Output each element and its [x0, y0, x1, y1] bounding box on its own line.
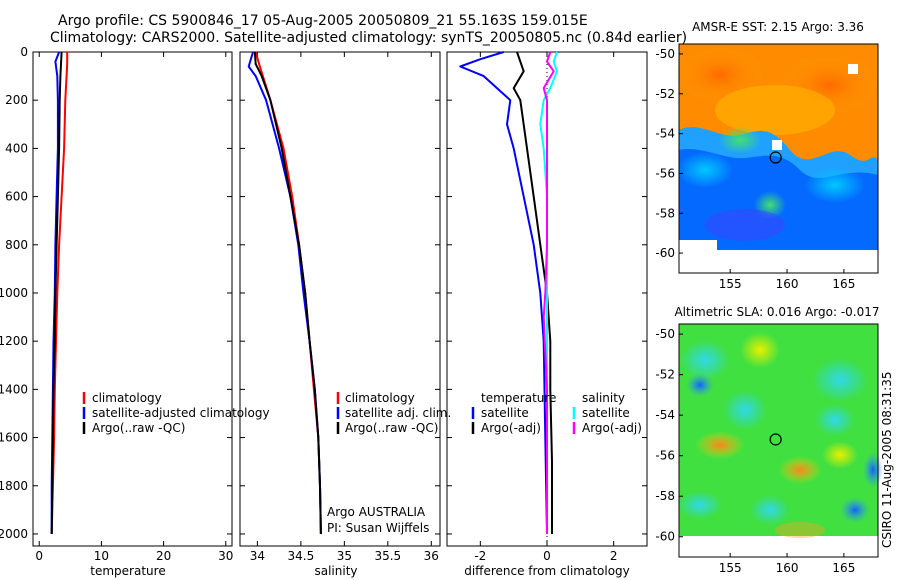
y-tick-label: 400 — [5, 141, 28, 155]
map-y-tick-label: -56 — [655, 166, 675, 180]
series-line-climatology — [254, 51, 322, 535]
pi-annotation: PI: Susan Wijffels — [327, 521, 429, 535]
legend-label-satellite-adj: satellite adj. clim. — [345, 406, 451, 420]
sla-map-title: Altimetric SLA: 0.016 Argo: -0.017 — [674, 305, 879, 319]
legend-label-sal-argo: Argo(-adj) — [582, 421, 642, 435]
map-y-tick-label: -50 — [655, 47, 675, 61]
map-y-tick-label: -52 — [655, 87, 675, 101]
series-line-temperature-argo-adj — [512, 51, 553, 534]
figure-title-line1: Argo profile: CS 5900846_17 05-Aug-2005 … — [58, 13, 588, 29]
legend-label-temp-satellite: satellite — [481, 406, 529, 420]
series-line-temperature-satellite — [459, 51, 548, 535]
sla-map-axes: 155 160 165 -50 -52 -54 -56 -58 -60 — [655, 327, 855, 575]
x-tick-label: 0 — [543, 549, 551, 563]
map-y-tick-label: -60 — [655, 246, 675, 260]
y-tick-label: 2000 — [0, 527, 28, 541]
salinity-plot-frame — [239, 51, 441, 547]
map-y-tick-label: -52 — [655, 368, 675, 382]
legend-heading-salinity: salinity — [582, 391, 625, 405]
y-tick-label: 1600 — [0, 431, 28, 445]
map-y-tick-label: -60 — [655, 530, 675, 544]
x-tick-label: 30 — [218, 549, 233, 563]
y-tick-label: 1800 — [0, 479, 28, 493]
map-x-tick-label: 160 — [776, 561, 799, 575]
sst-map-title: AMSR-E SST: 2.15 Argo: 3.36 — [692, 20, 864, 34]
figure-title-line2: Climatology: CARS2000. Satellite-adjuste… — [50, 30, 687, 46]
y-tick-label: 800 — [5, 238, 28, 252]
y-tick-label: 1400 — [0, 382, 28, 396]
institution-annotation: Argo AUSTRALIA — [327, 505, 426, 519]
sla-profile-location-marker — [769, 433, 782, 446]
x-tick-label: 34 — [250, 549, 265, 563]
map-x-tick-label: 160 — [776, 277, 799, 291]
sla-map-frame — [678, 323, 879, 558]
y-tick-label: 1200 — [0, 334, 28, 348]
sst-profile-location-marker — [769, 151, 782, 164]
legend-label-temp-argo: Argo(-adj) — [481, 421, 541, 435]
y-tick-label: 1000 — [0, 286, 28, 300]
salinity-x-label: salinity — [314, 564, 357, 578]
legend-heading-temperature: temperature — [481, 391, 556, 405]
sst-map-frame — [678, 43, 879, 274]
map-y-tick-label: -54 — [655, 408, 675, 422]
difference-plot: -2 0 2 — [447, 51, 647, 563]
difference-x-label: difference from climatology — [464, 564, 630, 578]
sst-map-image — [675, 44, 880, 250]
map-x-tick-label: 165 — [832, 277, 855, 291]
map-y-tick-label: -50 — [655, 327, 675, 341]
legend-label-argo: Argo(..raw -QC) — [345, 421, 438, 435]
legend-label-argo: Argo(..raw -QC) — [92, 421, 185, 435]
map-y-tick-label: -58 — [655, 489, 675, 503]
x-tick-label: 35.5 — [374, 549, 401, 563]
legend-label-climatology: climatology — [345, 391, 415, 405]
temperature-legend: climatology satellite-adjusted climatolo… — [82, 391, 270, 435]
y-tick-label: 0 — [20, 45, 28, 59]
map-x-tick-label: 165 — [832, 561, 855, 575]
temperature-x-label: temperature — [90, 564, 165, 578]
legend-label-sal-satellite: satellite — [582, 406, 630, 420]
map-x-tick-label: 155 — [719, 561, 742, 575]
sst-map-axes: 155 160 165 -50 -52 -54 -56 -58 -60 — [655, 47, 855, 291]
x-tick-label: -2 — [474, 549, 486, 563]
temperature-plot: 0 10 20 30 0 200 400 600 800 1000 1200 1400 1600 1800… — [0, 45, 233, 563]
map-y-tick-label: -54 — [655, 127, 675, 141]
difference-legend: temperature satellite Argo(-adj) salinit… — [471, 391, 642, 435]
salinity-legend: climatology satellite adj. clim. Argo(..… — [336, 391, 451, 435]
x-tick-label: 36 — [424, 549, 439, 563]
x-tick-label: 34.5 — [288, 549, 315, 563]
series-line-salinity-satellite — [539, 51, 558, 534]
salinity-plot: 34 34.5 35 35.5 36 — [240, 51, 440, 563]
y-tick-label: 200 — [5, 93, 28, 107]
x-tick-label: 10 — [94, 549, 109, 563]
temperature-plot-frame — [32, 51, 233, 547]
x-tick-label: 20 — [156, 549, 171, 563]
series-line-salinity-argo-adj — [542, 51, 555, 534]
sla-map-image — [678, 324, 883, 538]
legend-label-climatology: climatology — [92, 391, 162, 405]
series-line-argo-raw-qc — [50, 51, 63, 535]
legend-label-satellite-adjusted: satellite-adjusted climatology — [92, 406, 270, 420]
x-tick-label: 35 — [337, 549, 352, 563]
y-tick-label: 600 — [5, 190, 28, 204]
series-line-argo-raw-qc — [253, 51, 322, 535]
series-line-satellite-adj-clim — [247, 51, 322, 535]
map-y-tick-label: -58 — [655, 206, 675, 220]
map-x-tick-label: 155 — [719, 277, 742, 291]
timestamp-side-label: CSIRO 11-Aug-2005 08:31:35 — [880, 372, 894, 548]
x-tick-label: 2 — [610, 549, 618, 563]
x-tick-label: 0 — [35, 549, 43, 563]
map-y-tick-label: -56 — [655, 449, 675, 463]
